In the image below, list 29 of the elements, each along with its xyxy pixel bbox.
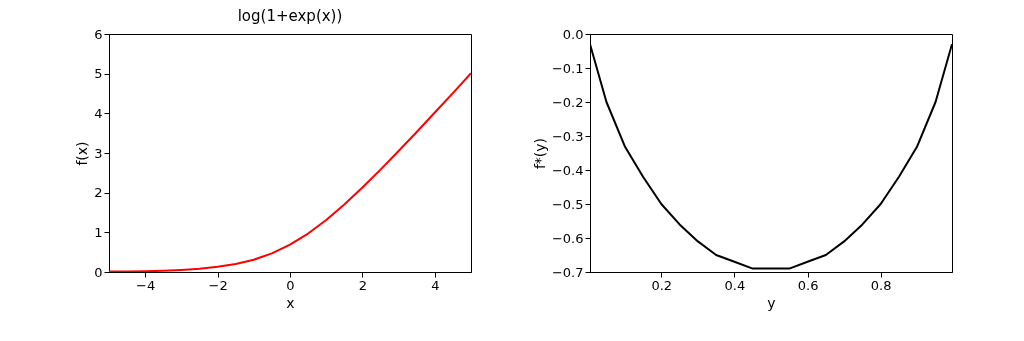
y-tick-label: 4: [94, 105, 103, 121]
x-axis-title: y: [767, 294, 776, 311]
y-tick-label: 1: [94, 224, 103, 240]
y-tick-label: −0.7: [551, 264, 584, 280]
x-tick-label: 0: [286, 277, 295, 293]
x-tick-label: −2: [208, 277, 228, 293]
y-tick-label: −0.5: [551, 196, 584, 212]
x-tick-label: 4: [431, 277, 440, 293]
y-tick-label: −0.6: [551, 230, 584, 246]
x-tick-label: 0.6: [797, 277, 819, 293]
y-tick-label: −0.3: [551, 128, 584, 144]
chart-title: log(1+exp(x)): [237, 7, 343, 25]
y-tick-label: −0.1: [551, 60, 584, 76]
y-tick-label: 0.0: [562, 26, 584, 42]
x-axis-title: x: [286, 294, 295, 311]
x-tick-label: 2: [358, 277, 368, 293]
y-tick-label: −0.4: [551, 162, 584, 178]
y-tick-label: 0: [94, 264, 103, 280]
x-tick-label: 0.2: [651, 277, 673, 293]
x-tick-label: −4: [136, 277, 156, 293]
y-axis-title: f*(y): [531, 137, 548, 170]
y-tick-label: −0.2: [551, 94, 584, 110]
y-axis-title: f(x): [74, 141, 91, 166]
y-tick-label: 3: [94, 145, 103, 161]
x-tick-label: 0.8: [870, 277, 892, 293]
y-tick-label: 2: [94, 185, 103, 201]
y-tick-label: 6: [94, 26, 103, 42]
y-tick-label: 5: [94, 66, 103, 82]
x-tick-label: 0.4: [724, 277, 746, 293]
